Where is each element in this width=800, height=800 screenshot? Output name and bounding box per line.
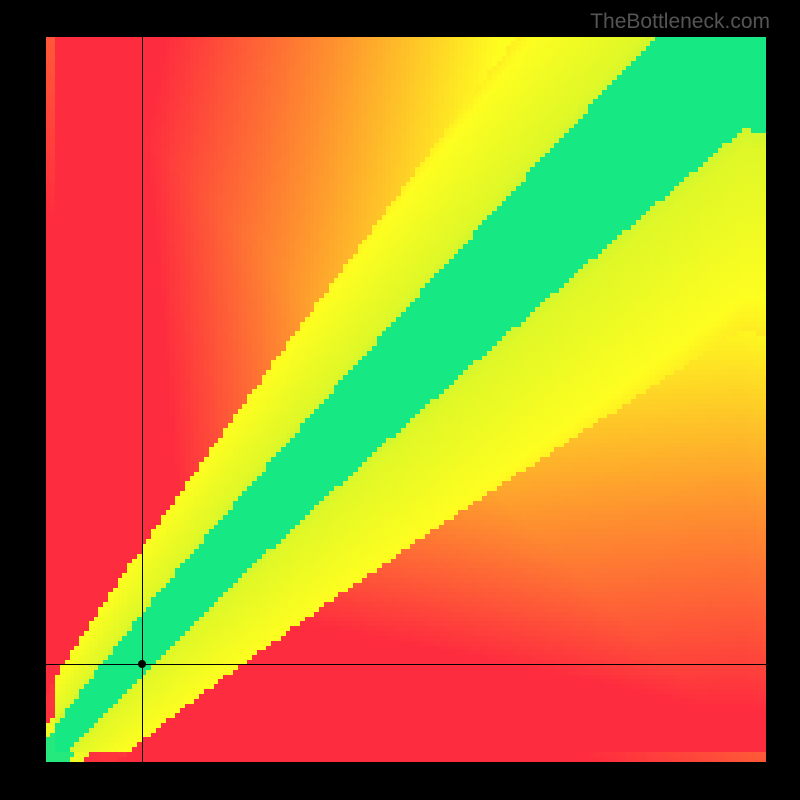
crosshair-vertical (142, 37, 143, 762)
heatmap-canvas (46, 37, 766, 762)
watermark-text: TheBottleneck.com (590, 10, 770, 34)
chart-container: TheBottleneck.com (0, 0, 800, 800)
heatmap-plot-area (46, 37, 766, 762)
crosshair-horizontal (46, 664, 766, 665)
